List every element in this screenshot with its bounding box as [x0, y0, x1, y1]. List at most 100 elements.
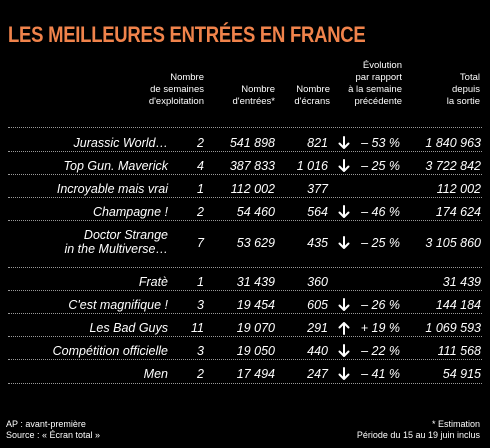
table-row: Doctor Strange in the Multiverse… 7 53 629 4…	[0, 228, 490, 256]
total-value: 3 722 842	[425, 159, 481, 173]
total-value: 1 069 593	[425, 321, 481, 335]
entries-value: 19 454	[236, 298, 275, 312]
header-entries-line1: Nombre	[241, 84, 275, 95]
header-screens-line2: d'écrans	[294, 96, 330, 107]
row-divider	[8, 290, 482, 291]
weeks-value: 11	[191, 321, 204, 335]
header-weeks-line2: de semaines	[150, 84, 204, 95]
footer-estimation: * Estimation	[431, 419, 480, 429]
weeks-value: 3	[197, 298, 204, 312]
evolution-value: – 22 %	[361, 344, 400, 358]
header-weeks-line1: Nombre	[170, 72, 204, 83]
table-row: Jurassic World… 2 541 898 821 – 53 % 1 840 96…	[0, 132, 490, 155]
table-row: Compétition officielle 3 19 050 440 – 22 % 11…	[0, 340, 490, 363]
weeks-value: 7	[197, 236, 204, 250]
total-value: 54 915	[442, 367, 481, 381]
total-value: 3 105 860	[425, 236, 481, 250]
total-value: 31 439	[442, 275, 481, 289]
row-divider	[8, 267, 482, 268]
film-title: Top Gun. Maverick	[63, 159, 168, 173]
entries-value: 387 833	[229, 159, 275, 173]
table-row: Top Gun. Maverick 4 387 833 1 016 – 25 % 3 72…	[0, 155, 490, 178]
arrow-down-icon	[337, 236, 351, 250]
row-divider	[8, 127, 482, 128]
film-title: Jurassic World…	[73, 136, 168, 150]
screens-value: 247	[307, 367, 328, 381]
screens-value: 440	[307, 344, 328, 358]
screens-value: 564	[307, 205, 328, 219]
weeks-value: 3	[197, 344, 204, 358]
table-row: C'est magnifique ! 3 19 454 605 – 26 % 144 18…	[0, 294, 490, 317]
entries-value: 19 070	[236, 321, 275, 335]
table-row: Incroyable mais vrai 1 112 002 377 112 002	[0, 178, 490, 201]
arrow-down-icon	[337, 298, 351, 312]
arrow-down-icon	[337, 136, 351, 150]
row-divider	[8, 313, 482, 314]
footer-ap-note: AP : avant-première	[6, 419, 86, 429]
total-value: 1 840 963	[425, 136, 481, 150]
weeks-value: 4	[197, 159, 204, 173]
header-total-line3: la sortie	[446, 96, 480, 107]
evolution-value: – 46 %	[361, 205, 400, 219]
header-screens-line1: Nombre	[296, 84, 330, 95]
film-title-line2: in the Multiverse…	[64, 242, 168, 256]
weeks-value: 1	[197, 182, 204, 196]
footer-period-dates: Période du 15 au 19 juin inclus	[356, 430, 480, 440]
weeks-value: 2	[197, 367, 204, 381]
weeks-value: 2	[197, 205, 204, 219]
arrow-down-icon	[337, 367, 351, 381]
entries-value: 31 439	[236, 275, 275, 289]
entries-value: 54 460	[236, 205, 275, 219]
header-evolution-line3: à la semaine	[348, 84, 402, 95]
row-divider	[8, 336, 482, 337]
table-row: Champagne ! 2 54 460 564 – 46 % 174 624	[0, 201, 490, 224]
row-divider	[8, 197, 482, 198]
header-evolution-line4: précédente	[354, 96, 402, 107]
footer-notes: AP : avant-première Source : « Écran tot…	[6, 419, 100, 441]
screens-value: 605	[307, 298, 328, 312]
header-entries-line2: d'entrées*	[232, 96, 275, 107]
arrow-down-icon	[337, 205, 351, 219]
row-divider	[8, 151, 482, 152]
table-row: Les Bad Guys 11 19 070 291 + 19 % 1 069 593	[0, 317, 490, 340]
screens-value: 821	[307, 136, 328, 150]
header-evolution-line1: Évolution	[362, 60, 402, 71]
screens-value: 377	[307, 182, 328, 196]
arrow-down-icon	[337, 344, 351, 358]
row-divider	[8, 174, 482, 175]
evolution-value: – 41 %	[361, 367, 400, 381]
total-value: 112 002	[436, 182, 481, 196]
film-title-line1: Doctor Strange	[83, 228, 168, 242]
film-title: Les Bad Guys	[89, 321, 168, 335]
film-title: Compétition officielle	[52, 344, 168, 358]
header-evolution: Évolution par rapport à la semaine précé…	[330, 60, 402, 108]
evolution-value: – 53 %	[361, 136, 400, 150]
film-title: Incroyable mais vrai	[56, 182, 168, 196]
total-value: 174 624	[435, 205, 481, 219]
screens-value: 360	[307, 275, 328, 289]
header-weeks: Nombre de semaines d'exploitation	[120, 72, 204, 108]
footer-period: * Estimation Période du 15 au 19 juin in…	[357, 419, 480, 441]
table-row: Men 2 17 494 247 – 41 % 54 915	[0, 363, 490, 386]
entries-value: 19 050	[236, 344, 275, 358]
total-value: 144 184	[435, 298, 481, 312]
header-entries: Nombre d'entrées*	[205, 84, 275, 108]
header-total: Total depuis la sortie	[410, 72, 480, 108]
screens-value: 291	[307, 321, 328, 335]
weeks-value: 1	[197, 275, 204, 289]
entries-value: 541 898	[229, 136, 275, 150]
entries-value: 112 002	[230, 182, 275, 196]
film-title: Men	[143, 367, 168, 381]
row-divider	[8, 383, 482, 384]
row-divider	[8, 359, 482, 360]
row-divider	[8, 220, 482, 221]
arrow-down-icon	[337, 159, 351, 173]
header-screens: Nombre d'écrans	[282, 84, 330, 108]
footer-source: Source : « Écran total »	[6, 430, 101, 440]
film-title: Champagne !	[92, 205, 168, 219]
evolution-value: – 25 %	[361, 159, 400, 173]
evolution-value: + 19 %	[360, 321, 400, 335]
evolution-value: – 26 %	[361, 298, 400, 312]
total-value: 111 568	[437, 344, 481, 358]
screens-value: 435	[307, 236, 328, 250]
